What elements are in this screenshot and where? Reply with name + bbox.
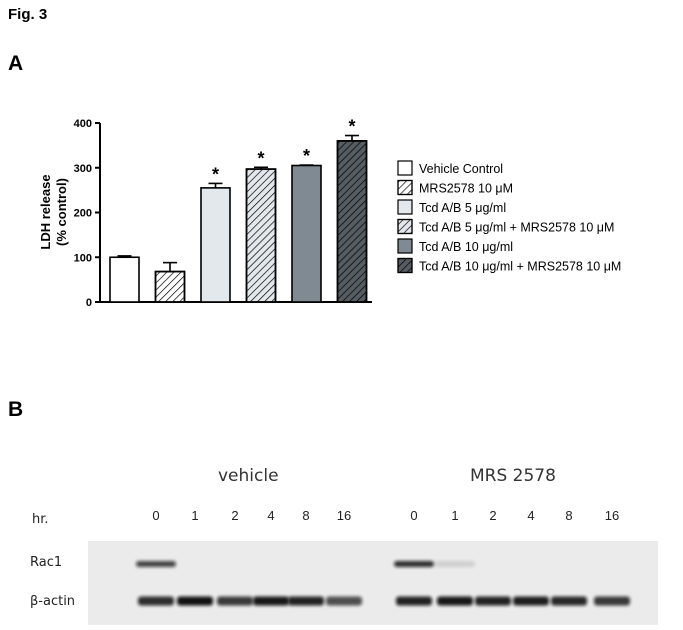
blot-band	[435, 561, 475, 567]
blot-timepoint-label: 8	[565, 508, 572, 523]
panel-b-letter: B	[8, 398, 24, 421]
legend-label: Tcd A/B 10 μg/ml + MRS2578 10 μM	[419, 260, 621, 274]
blot-timepoint-label: 8	[302, 508, 309, 523]
y-tick-label: 0	[86, 297, 92, 309]
blot-timepoint-label: 16	[605, 508, 619, 523]
blot-band	[288, 596, 324, 606]
blot-bands	[136, 561, 630, 606]
y-tick-label: 300	[74, 163, 92, 175]
y-tick-label: 100	[74, 252, 92, 264]
blot-band	[475, 596, 511, 606]
blot-band	[394, 561, 434, 567]
blot-band	[551, 596, 587, 606]
bar-hatch	[336, 140, 368, 303]
legend-label: Tcd A/B 5 μg/ml	[419, 201, 506, 215]
blot-group-vehicle: vehicle	[218, 466, 279, 486]
blot-hr-label: hr.	[32, 512, 49, 527]
legend-swatch	[397, 199, 413, 215]
blot-timepoint-label: 4	[267, 508, 274, 523]
blot-band	[437, 596, 473, 606]
legend-label: Tcd A/B 5 μg/ml + MRS2578 10 μM	[419, 221, 614, 235]
chart-bars: * * * *	[109, 117, 368, 303]
blot-band	[177, 596, 213, 606]
blot-band	[253, 596, 289, 606]
chart-legend: Vehicle Control MRS2578 10 μM Tcd A/B 5 μg…	[397, 160, 621, 274]
legend-label: Tcd A/B 10 μg/ml	[419, 240, 513, 254]
blot-timepoint-label: 0	[152, 508, 159, 523]
blot-group-mrs2578: MRS 2578	[470, 466, 556, 486]
blot-band	[136, 561, 176, 567]
bar	[200, 187, 231, 303]
blot-timepoint-labels: 0 1 2 4 8 16 0 1 2 4 8 16	[152, 508, 619, 523]
legend-swatch	[397, 160, 413, 176]
significance-marker: *	[257, 148, 264, 168]
blot-band	[594, 596, 630, 606]
blot-timepoint-label: 1	[451, 508, 458, 523]
blot-band	[513, 596, 549, 606]
significance-marker: *	[303, 146, 310, 166]
blot-timepoint-label: 4	[527, 508, 534, 523]
y-axis-label-line2: (% control)	[54, 178, 69, 246]
bar-hatch	[245, 168, 277, 303]
legend-label: MRS2578 10 μM	[419, 182, 513, 196]
bar-hatch	[154, 270, 186, 303]
y-axis-label-line1: LDH release	[38, 174, 53, 249]
blot-band	[396, 596, 432, 606]
blot-band	[217, 596, 253, 606]
y-tick-label: 400	[74, 118, 92, 130]
ldh-bar-chart: 0 100 200 300 400 * * * * Vehicle Control MRS257…	[38, 117, 621, 309]
figure-label: Fig. 3	[8, 6, 48, 23]
panel-a-letter: A	[8, 52, 24, 75]
significance-marker: *	[212, 164, 219, 184]
western-blot: 0 1 2 4 8 16 0 1 2 4 8 16	[88, 508, 658, 625]
significance-marker: *	[348, 117, 355, 137]
legend-swatch	[397, 238, 413, 254]
legend-label: Vehicle Control	[419, 162, 503, 176]
blot-row-label-beta-actin: β-actin	[30, 594, 76, 609]
blot-band	[326, 596, 362, 606]
y-tick-label: 200	[74, 208, 92, 220]
blot-timepoint-label: 2	[231, 508, 238, 523]
blot-timepoint-label: 16	[337, 508, 351, 523]
legend-swatch-hatch	[397, 179, 413, 196]
legend-swatch-hatch	[397, 257, 413, 274]
blot-row-label-rac1: Rac1	[30, 555, 63, 570]
blot-membrane	[88, 541, 658, 625]
legend-swatch-hatch	[397, 218, 413, 235]
blot-band	[138, 596, 174, 606]
blot-timepoint-label: 1	[191, 508, 198, 523]
bar	[291, 164, 322, 303]
blot-timepoint-label: 0	[410, 508, 417, 523]
blot-timepoint-label: 2	[489, 508, 496, 523]
bar	[109, 256, 140, 303]
chart-axes: 0 100 200 300 400	[74, 118, 372, 309]
